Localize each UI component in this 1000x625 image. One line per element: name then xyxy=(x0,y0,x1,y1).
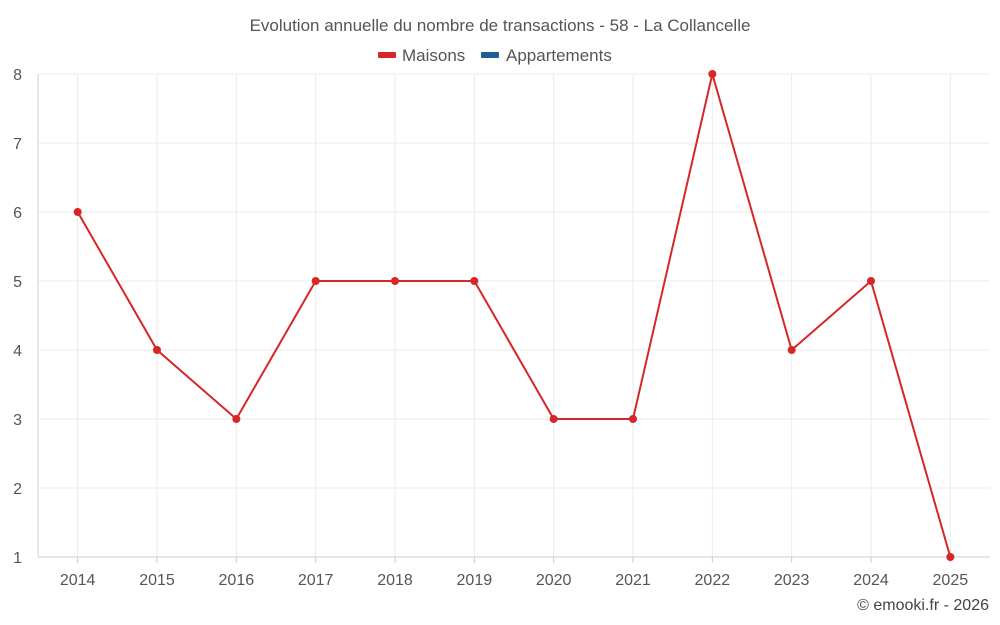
data-point[interactable] xyxy=(787,346,796,354)
y-tick-label: 2 xyxy=(13,481,22,498)
legend-label-maisons: Maisons xyxy=(402,46,465,65)
data-point[interactable] xyxy=(867,277,875,285)
data-point[interactable] xyxy=(153,346,161,354)
data-point[interactable] xyxy=(549,415,558,423)
x-tick-label: 2017 xyxy=(298,572,334,589)
series-group xyxy=(73,70,955,561)
y-tick-label: 3 xyxy=(13,412,22,429)
data-point[interactable] xyxy=(708,70,717,78)
x-tick-label: 2021 xyxy=(615,572,651,589)
x-tick-label: 2019 xyxy=(457,572,493,589)
y-tick-label: 1 xyxy=(13,550,22,567)
data-point[interactable] xyxy=(232,415,241,423)
credit-text: © emooki.fr - 2026 xyxy=(857,597,989,614)
x-tick-label: 2022 xyxy=(695,572,731,589)
x-tick-label: 2015 xyxy=(139,572,175,589)
x-tick-label: 2023 xyxy=(774,572,810,589)
x-axis-ticks: 2014 2015 2016 2017 2018 2019 2020 2021 2022 2023… xyxy=(60,572,968,589)
legend-label-appartements: Appartements xyxy=(506,46,612,65)
data-point[interactable] xyxy=(946,553,955,561)
data-point[interactable] xyxy=(311,277,320,285)
x-tick-label: 2020 xyxy=(536,572,572,589)
y-tick-label: 7 xyxy=(13,136,22,153)
data-point[interactable] xyxy=(73,208,82,216)
x-tick-label: 2025 xyxy=(933,572,969,589)
series-line-maisons xyxy=(76,70,952,558)
y-tick-label: 4 xyxy=(13,343,22,360)
data-point[interactable] xyxy=(391,277,399,285)
y-tick-label: 6 xyxy=(13,205,22,222)
y-gridlines xyxy=(38,73,990,558)
data-point[interactable] xyxy=(629,415,637,423)
data-point[interactable] xyxy=(470,277,479,285)
y-axis-ticks: 1 2 3 4 5 6 7 8 xyxy=(13,67,22,567)
legend-item-appartements[interactable]: Appartements xyxy=(481,46,612,65)
x-tick-label: 2018 xyxy=(377,572,413,589)
y-tick-label: 5 xyxy=(13,274,22,291)
legend-swatch-appartements xyxy=(481,52,499,58)
x-tick-label: 2024 xyxy=(853,572,889,589)
legend: Maisons Appartements xyxy=(378,46,612,65)
x-tick-label: 2016 xyxy=(219,572,255,589)
y-tick-label: 8 xyxy=(13,67,22,84)
chart-title: Evolution annuelle du nombre de transact… xyxy=(250,16,751,35)
legend-swatch-maisons xyxy=(378,52,396,58)
legend-item-maisons[interactable]: Maisons xyxy=(378,46,465,65)
x-gridlines xyxy=(77,74,951,563)
x-tick-label: 2014 xyxy=(60,572,96,589)
